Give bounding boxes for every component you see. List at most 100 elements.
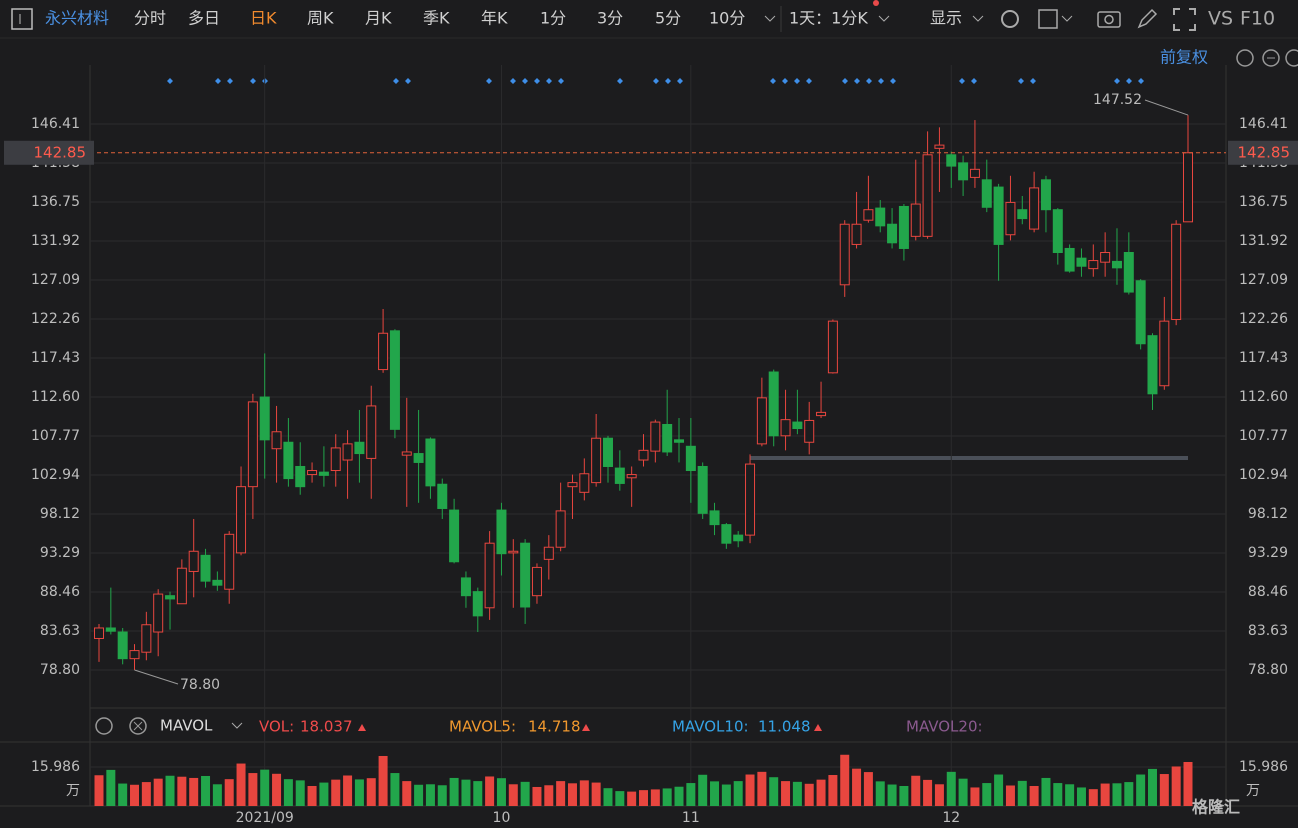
volume-bar <box>1100 783 1110 806</box>
y-tick-label: 122.26 <box>31 311 80 327</box>
volume-bar <box>686 783 696 806</box>
volume-bar <box>792 781 802 806</box>
period-tab[interactable]: 日K <box>250 9 277 28</box>
candle-body <box>449 509 460 563</box>
indicator-close[interactable] <box>129 717 147 735</box>
volume-bar <box>165 775 175 806</box>
stock-name[interactable]: 永兴材料 <box>45 9 109 28</box>
volume-bar <box>130 784 140 806</box>
y-tick-label: 127.09 <box>31 272 80 288</box>
event-markers <box>167 78 1144 84</box>
y-tick-label-right: 117.43 <box>1239 350 1288 366</box>
dropdown-arrow[interactable] <box>878 15 890 22</box>
candle-body <box>827 320 838 374</box>
period-tab[interactable]: 1分 <box>540 9 566 28</box>
volume-bar <box>662 788 672 806</box>
volume-bar <box>141 782 151 806</box>
y-tick-label: 136.75 <box>31 194 80 210</box>
volume-bar <box>461 779 471 806</box>
indicator-name[interactable]: MAVOL <box>160 717 213 735</box>
volume-bar <box>295 780 305 806</box>
legend-arrow <box>358 724 366 731</box>
min-label: 78.80 <box>180 677 220 693</box>
candle-body <box>366 405 377 459</box>
candle-body <box>117 631 128 660</box>
candle-body <box>567 482 578 488</box>
candle-body <box>863 209 874 221</box>
candle-body <box>1159 320 1170 387</box>
adjust-mode[interactable]: 前复权 <box>1160 48 1208 67</box>
volume-bar <box>674 786 684 806</box>
period-tab[interactable]: 周K <box>307 9 334 28</box>
dropdown-arrow[interactable] <box>764 15 776 22</box>
f10-button[interactable]: F10 <box>1240 8 1275 30</box>
candle-body <box>946 154 957 167</box>
undo-icon[interactable] <box>1236 49 1254 67</box>
candle-body <box>531 566 542 597</box>
period-tab[interactable]: 5分 <box>655 9 681 28</box>
period-tab[interactable]: 季K <box>423 9 450 28</box>
candle-body <box>259 396 270 441</box>
candle-body <box>697 465 708 514</box>
period-tab[interactable]: 年K <box>481 9 508 28</box>
candle-body <box>1029 187 1040 230</box>
indicator-close-x <box>133 721 143 731</box>
candle-body <box>958 162 969 181</box>
volume-bar <box>591 782 601 806</box>
zoom-out-icon[interactable] <box>1262 49 1280 67</box>
candle-body <box>520 542 531 608</box>
fullscreen-icon[interactable] <box>1173 8 1196 31</box>
legend-value: 14.718 <box>528 718 581 736</box>
indicator-settings[interactable] <box>95 717 113 735</box>
y-tick-label-right: 131.92 <box>1239 233 1288 249</box>
volume-bar <box>520 781 530 806</box>
period-tab[interactable]: 3分 <box>597 9 623 28</box>
camera-icon[interactable] <box>1097 11 1121 28</box>
volume-bar <box>1053 783 1063 806</box>
volume-bar <box>532 786 542 806</box>
period-tab[interactable]: 月K <box>365 9 392 28</box>
period-tab[interactable]: 10分 <box>709 9 745 28</box>
panel-icon[interactable] <box>11 8 33 30</box>
dropdown-arrow[interactable] <box>972 15 984 22</box>
zoom-in-icon[interactable] <box>1285 49 1298 67</box>
candle-body <box>816 411 827 417</box>
y-tick-label-right: 136.75 <box>1239 194 1288 210</box>
draw-icon[interactable] <box>1038 9 1058 29</box>
volume-bar <box>769 777 779 806</box>
dropdown-arrow[interactable] <box>1061 15 1073 22</box>
candle-body <box>792 421 803 430</box>
last-price-box <box>4 140 94 165</box>
dropdown-arrow[interactable] <box>231 722 243 729</box>
vs-button[interactable]: VS <box>1208 8 1233 30</box>
pen-icon[interactable] <box>1137 8 1158 29</box>
settings-icon[interactable] <box>1001 10 1019 28</box>
candle-body <box>330 447 341 472</box>
candle-body <box>780 419 791 437</box>
x-tick-label: 12 <box>942 810 960 826</box>
notify-dot <box>873 0 879 6</box>
period-tab[interactable]: 分时 <box>134 9 166 28</box>
volume-bar <box>733 781 743 806</box>
candle-body <box>685 445 696 472</box>
volume-bar <box>1088 789 1098 806</box>
candle-body <box>1076 257 1087 267</box>
display-menu[interactable]: 显示 <box>930 9 962 28</box>
volume-bar <box>781 781 791 806</box>
candle-body <box>165 595 176 600</box>
candle-body <box>188 550 199 572</box>
x-tick-label: 10 <box>493 810 511 826</box>
volume-bar <box>899 785 909 806</box>
volume-bar <box>366 778 376 806</box>
candle-body <box>1171 223 1182 321</box>
period-select[interactable]: 1天：1分K <box>789 9 868 28</box>
candle-body <box>614 467 625 484</box>
period-tab[interactable]: 多日 <box>188 9 220 28</box>
legend-name: MAVOL5: <box>449 718 516 736</box>
y-tick-label: 102.94 <box>31 467 80 483</box>
volume-bar <box>496 778 506 806</box>
candle-body <box>354 441 365 455</box>
candle-body <box>401 451 412 456</box>
volume-bar <box>414 784 424 806</box>
